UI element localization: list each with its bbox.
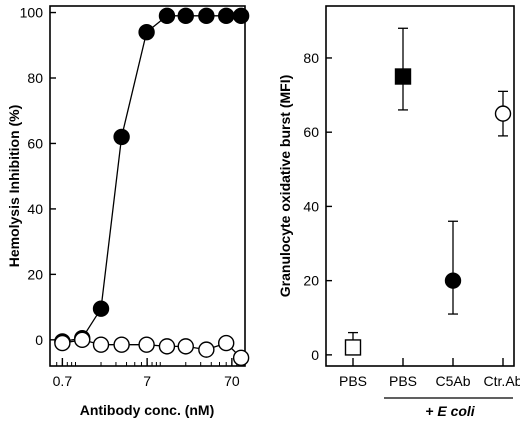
left-y-tick-label: 60 — [27, 135, 43, 151]
left-y-tick-label: 100 — [20, 5, 44, 21]
filled-circle-point — [444, 272, 462, 289]
category-label: PBS — [389, 373, 417, 389]
right-y-tick-label: 60 — [303, 124, 319, 140]
open-circle-point — [494, 105, 512, 122]
open-circle-point — [217, 334, 235, 352]
left-plot-frame — [49, 5, 246, 367]
right-y-axis-title: Granulocyte oxidative burst (MFI) — [277, 75, 293, 297]
open-circle-point — [113, 336, 130, 353]
open-circle-point — [198, 341, 215, 358]
series-line-1 — [62, 339, 242, 359]
right-y-tick-label: 80 — [303, 50, 319, 66]
left-x-axis-title: Antibody conc. (nM) — [80, 402, 215, 418]
left-y-tick-label: 20 — [27, 266, 43, 282]
filled-circle-point — [217, 7, 235, 25]
left-x-tick-label: 0.7 — [53, 373, 73, 389]
filled-circle-point — [198, 7, 215, 25]
open-circle-point — [232, 349, 250, 367]
right-y-tick-label: 20 — [303, 273, 319, 289]
right-y-tick-label: 40 — [303, 198, 319, 214]
oxidative-burst-chart: 0 20 40 60 80 PBS PBS C5Ab Ctr.Ab + E coli Granu… — [277, 5, 520, 419]
filled-circle-point — [158, 7, 176, 25]
hemolysis-chart: 0 20 40 60 80 100 0.7 7 70 Hemolysis Inhibition … — [6, 5, 250, 418]
open-circle-point — [92, 336, 110, 353]
category-label: C5Ab — [435, 373, 470, 389]
filled-circle-point — [138, 23, 155, 41]
group-label: + E coli — [425, 403, 476, 419]
right-plot-frame — [325, 5, 515, 367]
left-y-tick-label: 0 — [35, 332, 43, 348]
open-circle-point — [177, 338, 194, 355]
filled-circle-point — [113, 128, 130, 146]
open-circle-point — [138, 336, 155, 353]
series-line-0 — [62, 15, 242, 343]
filled-circle-point — [177, 7, 194, 25]
left-y-tick-label: 80 — [27, 70, 43, 86]
category-label: PBS — [339, 373, 367, 389]
right-y-tick-label: 0 — [311, 347, 319, 363]
left-x-tick-label: 7 — [143, 373, 151, 389]
open-square-point — [344, 339, 362, 356]
filled-circle-point — [92, 300, 110, 317]
category-label: Ctr.Ab — [484, 373, 520, 389]
open-circle-point — [158, 338, 176, 355]
open-circle-point — [54, 334, 71, 352]
left-x-tick-label: 70 — [224, 373, 240, 389]
open-circle-point — [74, 331, 91, 349]
left-y-tick-label: 40 — [27, 201, 43, 217]
filled-square-point — [394, 68, 412, 85]
left-y-axis-title: Hemolysis Inhibition (%) — [6, 105, 22, 268]
filled-circle-point — [232, 7, 250, 25]
